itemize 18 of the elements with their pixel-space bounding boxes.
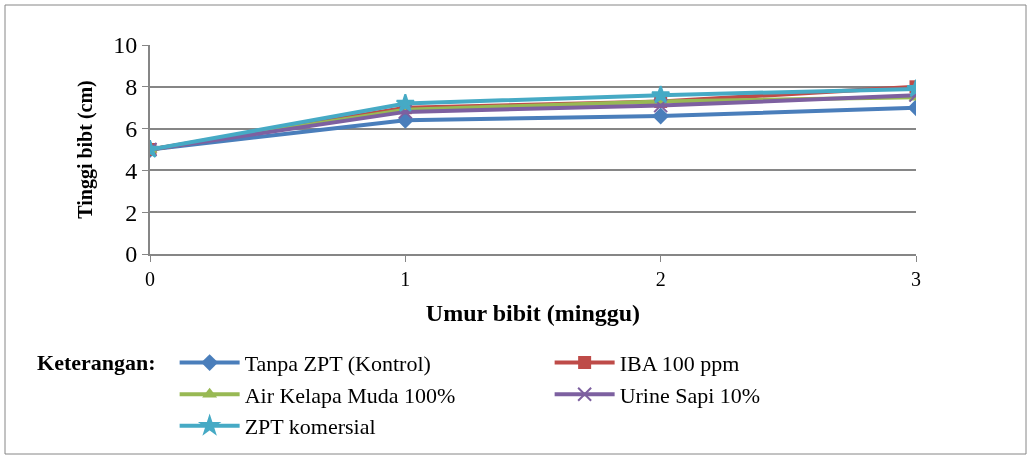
x-tick-label: 3 [911,268,921,290]
y-tick-label: 2 [125,199,138,226]
legend-label: Tanpa ZPT (Kontrol) [244,351,431,377]
x-axis-title: Umur bibit (minggu) [425,299,641,326]
x-tick-label: 1 [400,268,411,290]
y-tick-label: 8 [125,74,138,101]
x-tick-label: 2 [655,268,666,290]
legend-label: ZPT komersial [244,414,376,440]
x-tick-label: 0 [145,268,155,290]
y-tick-label: 6 [125,116,138,142]
legend-label: Urine Sapi 10% [619,382,761,408]
legend-label: Air Kelapa Muda 100% [244,382,456,408]
legend-label: IBA 100 ppm [619,351,740,377]
y-tick-label: 0 [125,241,138,268]
y-tick-label: 4 [125,157,138,184]
y-axis-title: Tinggi bibt (cm) [74,80,98,219]
y-tick-label: 10 [113,32,138,59]
legend-title: Keterangan: [37,350,156,376]
